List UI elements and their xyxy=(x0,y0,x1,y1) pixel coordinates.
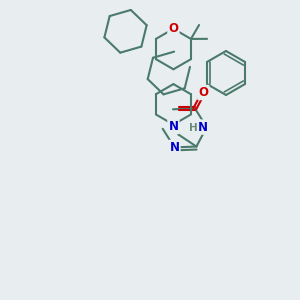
Text: N: N xyxy=(168,120,178,133)
Text: N: N xyxy=(198,121,208,134)
Text: O: O xyxy=(168,22,178,35)
Text: O: O xyxy=(198,86,208,99)
Text: N: N xyxy=(169,141,179,154)
Text: H: H xyxy=(189,123,198,133)
